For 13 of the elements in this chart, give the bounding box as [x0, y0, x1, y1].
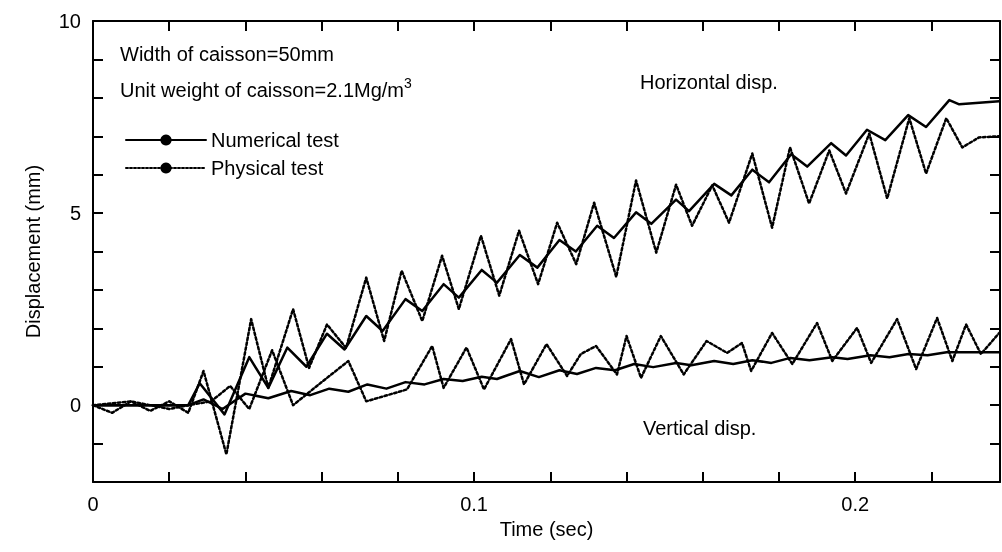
annotation: Horizontal disp.	[640, 71, 778, 93]
annotation: Width of caisson=50mm	[120, 43, 334, 65]
x-tick-label: 0	[87, 493, 99, 515]
y-axis-title: Displacement (mm)	[22, 164, 44, 339]
legend-label: Numerical test	[211, 129, 340, 151]
annotation: Vertical disp.	[643, 417, 757, 439]
y-tick-label: 10	[58, 10, 81, 32]
x-axis-title: Time (sec)	[499, 517, 594, 540]
x-tick-label: 0.1	[460, 493, 488, 515]
x-tick-label: 0.2	[841, 493, 870, 515]
y-tick-label: 0	[69, 394, 81, 417]
legend-label: Physical test	[211, 157, 324, 179]
y-tick-label: 5	[69, 202, 81, 225]
